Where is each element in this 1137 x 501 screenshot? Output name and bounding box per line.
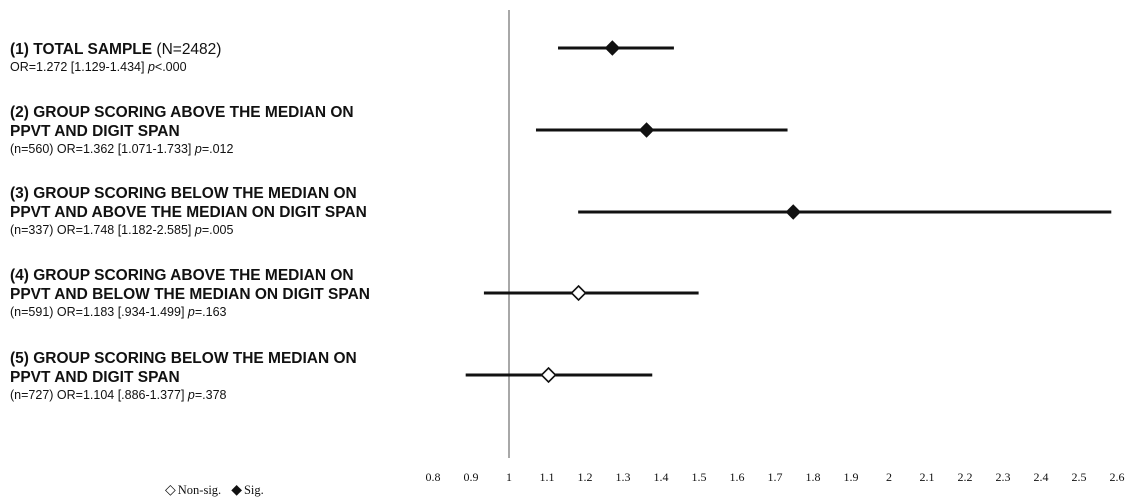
x-tick-label: 1.1 bbox=[540, 470, 555, 484]
legend-sig-diamond-icon: ◆ bbox=[231, 483, 242, 498]
row-stats-text: (n=337) OR=1.748 [1.182-2.585] bbox=[10, 223, 195, 237]
p-value: =.005 bbox=[201, 223, 234, 237]
sig-diamond-marker bbox=[785, 204, 801, 220]
row-label-5: (5) GROUP SCORING BELOW THE MEDIAN ON PP… bbox=[10, 349, 357, 403]
row-title-line2: PPVT AND DIGIT SPAN bbox=[10, 122, 354, 141]
x-tick-label: 1.2 bbox=[578, 470, 593, 484]
row-title-line2-text: PPVT AND DIGIT SPAN bbox=[10, 123, 180, 140]
x-tick-label: 1.6 bbox=[730, 470, 745, 484]
x-tick-label: 1.4 bbox=[654, 470, 669, 484]
x-tick-label: 0.9 bbox=[464, 470, 479, 484]
x-tick-label: 0.8 bbox=[426, 470, 441, 484]
row-title-text: (2) GROUP SCORING ABOVE THE MEDIAN ON bbox=[10, 104, 354, 121]
x-tick-label: 2.1 bbox=[920, 470, 935, 484]
row-label-3: (3) GROUP SCORING BELOW THE MEDIAN ON PP… bbox=[10, 184, 367, 238]
p-value: =.378 bbox=[194, 388, 227, 402]
row-stats-text: OR=1.272 [1.129-1.434] bbox=[10, 60, 148, 74]
row-title: (1) TOTAL SAMPLE (N=2482) bbox=[10, 40, 221, 59]
row-label-4: (4) GROUP SCORING ABOVE THE MEDIAN ON PP… bbox=[10, 266, 370, 320]
p-letter: p bbox=[187, 305, 195, 319]
p-value: <.000 bbox=[154, 60, 187, 74]
row-title: (4) GROUP SCORING ABOVE THE MEDIAN ON bbox=[10, 266, 370, 285]
row-stats-text: (n=727) OR=1.104 [.886-1.377] bbox=[10, 388, 188, 402]
row-stats: OR=1.272 [1.129-1.434] p<.000 bbox=[10, 59, 221, 75]
x-tick-label: 2.3 bbox=[996, 470, 1011, 484]
sig-diamond-marker bbox=[604, 40, 621, 56]
nonsig-diamond-marker bbox=[540, 366, 557, 384]
row-label-1: (1) TOTAL SAMPLE (N=2482) OR=1.272 [1.12… bbox=[10, 40, 221, 75]
x-tick-label: 2.6 bbox=[1110, 470, 1125, 484]
row-title-line2-text: PPVT AND DIGIT SPAN bbox=[10, 369, 180, 386]
p-letter: p bbox=[147, 60, 155, 74]
row-stats: (n=337) OR=1.748 [1.182-2.585] p=.005 bbox=[10, 222, 367, 238]
x-tick-label: 1.9 bbox=[844, 470, 859, 484]
row-title-extra: (N=2482) bbox=[156, 41, 222, 58]
x-tick-label: 2.2 bbox=[958, 470, 973, 484]
row-title-line2: PPVT AND BELOW THE MEDIAN ON DIGIT SPAN bbox=[10, 285, 370, 304]
p-value: =.163 bbox=[194, 305, 227, 319]
legend-sig-label: Sig. bbox=[243, 483, 264, 497]
row-stats: (n=560) OR=1.362 [1.071-1.733] p=.012 bbox=[10, 141, 354, 157]
p-letter: p bbox=[187, 388, 195, 402]
row-label-2: (2) GROUP SCORING ABOVE THE MEDIAN ON PP… bbox=[10, 103, 354, 157]
legend: ◇ Non-sig. ◆ Sig. bbox=[165, 482, 264, 499]
row-stats: (n=727) OR=1.104 [.886-1.377] p=.378 bbox=[10, 387, 357, 403]
p-letter: p bbox=[194, 223, 202, 237]
row-stats-text: (n=560) OR=1.362 [1.071-1.733] bbox=[10, 142, 195, 156]
p-value: =.012 bbox=[201, 142, 234, 156]
x-tick-label: 1.8 bbox=[806, 470, 821, 484]
x-tick-label: 1.3 bbox=[616, 470, 631, 484]
row-title: (2) GROUP SCORING ABOVE THE MEDIAN ON bbox=[10, 103, 354, 122]
row-title-line2: PPVT AND DIGIT SPAN bbox=[10, 368, 357, 387]
legend-nonsig-diamond-icon: ◇ bbox=[165, 483, 176, 498]
legend-nonsig-label: Non-sig. bbox=[177, 483, 222, 497]
x-tick-label: 1.7 bbox=[768, 470, 783, 484]
row-stats: (n=591) OR=1.183 [.934-1.499] p=.163 bbox=[10, 304, 370, 320]
row-title-text: (4) GROUP SCORING ABOVE THE MEDIAN ON bbox=[10, 267, 354, 284]
x-tick-label: 1.5 bbox=[692, 470, 707, 484]
nonsig-diamond-marker bbox=[570, 284, 587, 302]
x-tick-label: 1 bbox=[506, 470, 512, 484]
row-stats-text: (n=591) OR=1.183 [.934-1.499] bbox=[10, 305, 188, 319]
row-title: (5) GROUP SCORING BELOW THE MEDIAN ON bbox=[10, 349, 357, 368]
row-title-text: (3) GROUP SCORING BELOW THE MEDIAN ON bbox=[10, 185, 357, 202]
row-title-line2-text: PPVT AND ABOVE THE MEDIAN ON DIGIT SPAN bbox=[10, 204, 367, 221]
sig-diamond-marker bbox=[638, 122, 655, 138]
row-title: (3) GROUP SCORING BELOW THE MEDIAN ON bbox=[10, 184, 367, 203]
x-tick-label: 2.4 bbox=[1034, 470, 1049, 484]
row-title-text: (5) GROUP SCORING BELOW THE MEDIAN ON bbox=[10, 350, 357, 367]
x-tick-label: 2 bbox=[886, 470, 892, 484]
row-title-line2: PPVT AND ABOVE THE MEDIAN ON DIGIT SPAN bbox=[10, 203, 367, 222]
p-letter: p bbox=[194, 142, 202, 156]
x-tick-label: 2.5 bbox=[1072, 470, 1087, 484]
row-title-text: (1) TOTAL SAMPLE bbox=[10, 41, 153, 58]
row-title-line2-text: PPVT AND BELOW THE MEDIAN ON DIGIT SPAN bbox=[10, 286, 370, 303]
